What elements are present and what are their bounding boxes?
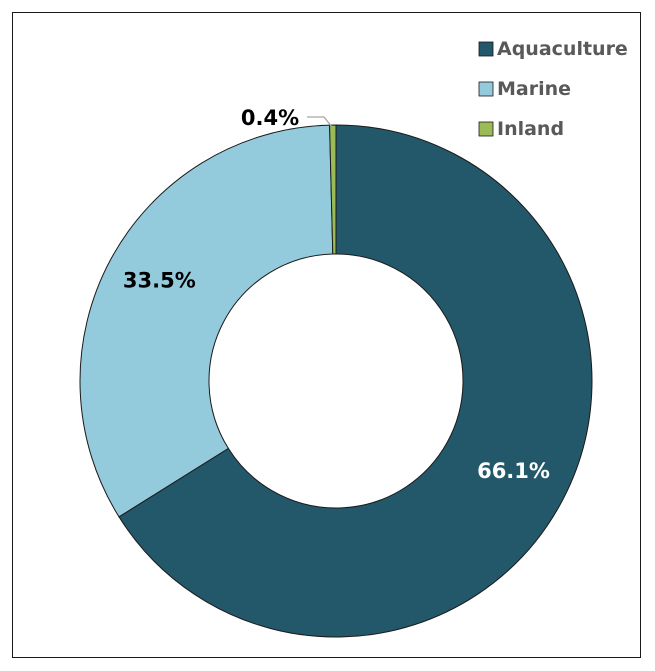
data-label-inland: 0.4%	[241, 106, 299, 130]
legend-label-marine: Marine	[497, 78, 571, 100]
legend-label-inland: Inland	[497, 118, 564, 140]
slice-aquaculture	[118, 124, 593, 638]
slice-marine	[79, 124, 334, 518]
leader-line-inland	[307, 116, 334, 129]
slices-group	[79, 124, 593, 638]
data-label-aquaculture: 66.1%	[477, 459, 550, 483]
leader-lines-group	[307, 116, 334, 129]
slice-inland	[329, 124, 337, 255]
legend-label-aquaculture: Aquaculture	[497, 38, 628, 60]
legend-swatch-aquaculture	[478, 41, 494, 57]
legend-swatch-marine	[478, 81, 494, 97]
data-labels-group: 66.1% 33.5% 0.4%	[123, 106, 550, 483]
legend: Aquaculture Marine Inland	[478, 38, 628, 140]
legend-swatch-inland	[478, 121, 494, 137]
data-label-marine: 33.5%	[123, 268, 196, 292]
